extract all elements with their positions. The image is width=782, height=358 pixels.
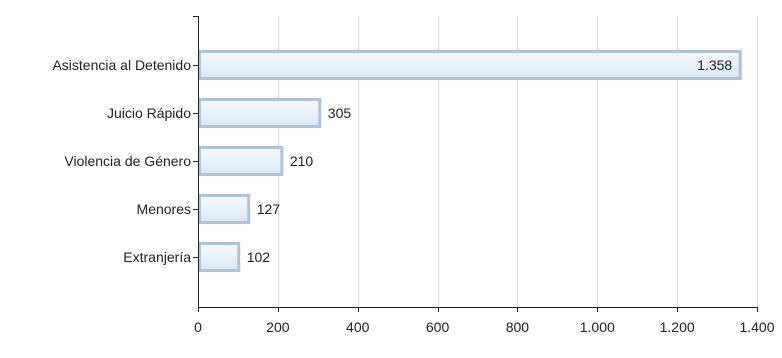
- data-label: 305: [328, 105, 352, 121]
- bar: [198, 242, 241, 272]
- x-tick-label: 1.400: [739, 319, 774, 335]
- x-tick-label: 400: [346, 319, 370, 335]
- bar: [198, 194, 251, 224]
- category-label: Asistencia al Detenido: [52, 57, 191, 73]
- category-label: Menores: [137, 201, 191, 217]
- data-label: 102: [247, 249, 271, 265]
- bar: [198, 146, 284, 176]
- category-label: Violencia de Género: [64, 153, 191, 169]
- data-label: 210: [290, 153, 314, 169]
- x-tick-label: 800: [506, 319, 530, 335]
- category-label: Extranjería: [123, 249, 191, 265]
- bars: [198, 50, 742, 272]
- x-tick-label: 0: [194, 319, 202, 335]
- category-label: Juicio Rápido: [107, 105, 191, 121]
- x-tick-label: 200: [266, 319, 290, 335]
- x-tick-label: 600: [426, 319, 450, 335]
- data-label: 1.358: [697, 57, 732, 73]
- data-label: 127: [257, 201, 281, 217]
- bar: [198, 50, 742, 80]
- x-tick-label: 1.000: [580, 319, 615, 335]
- axes: [193, 16, 758, 312]
- labels: 0 200 400 600 800 1.000 1.200 1.400 Asistencia a…: [52, 57, 774, 335]
- x-tick-label: 1.200: [660, 319, 695, 335]
- bar: [198, 98, 322, 128]
